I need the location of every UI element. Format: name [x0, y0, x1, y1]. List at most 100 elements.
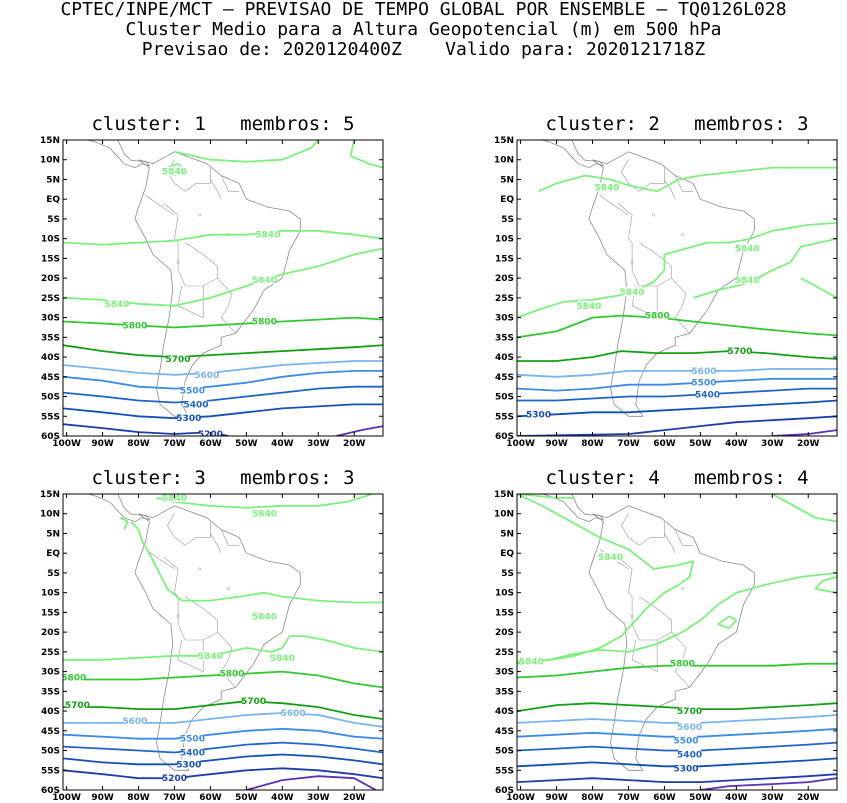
contour-label: 5700 [241, 697, 266, 707]
contour-label-bg [242, 696, 265, 706]
isohypse-5300 [517, 399, 837, 418]
lat-label: 45S [495, 727, 514, 737]
contour-label-bg [674, 763, 697, 773]
lat-label: 20S [495, 274, 514, 284]
contour-label: 5600 [281, 709, 306, 719]
isohypse-5200 [63, 767, 383, 780]
isohypse-5840 [174, 140, 319, 163]
lat-label: 10S [41, 589, 60, 599]
country-border [145, 549, 175, 570]
contour-label: 5700 [166, 355, 191, 365]
lake [652, 213, 656, 217]
lon-label: 30W [761, 439, 784, 449]
contour-label: 5800 [670, 660, 695, 670]
coastline-south-america [588, 151, 755, 417]
contour-label: 5300 [673, 764, 698, 774]
contour-label-bg [527, 409, 550, 419]
lat-label: 40S [41, 353, 60, 363]
isohypse-5100 [336, 425, 383, 436]
lake [198, 213, 202, 217]
lat-label: 15N [494, 490, 514, 500]
isohypse-5840 [349, 140, 383, 169]
lon-label: 30W [307, 439, 330, 449]
lat-label: 60S [495, 432, 514, 442]
contour-label: 5800 [252, 318, 277, 328]
isohypse-5100 [700, 777, 837, 790]
lat-label: 30S [41, 668, 60, 678]
lat-label: 50S [495, 747, 514, 757]
contour-label-bg [199, 650, 222, 660]
contour-label-bg [105, 298, 128, 308]
contour-label: 5840 [620, 288, 645, 298]
contour-label-bg [282, 708, 305, 718]
country-border [617, 202, 633, 243]
contour-label: 5800 [61, 674, 86, 684]
country-border [217, 277, 236, 334]
lat-label: 35S [41, 687, 60, 697]
contour-label-bg [123, 715, 146, 725]
lon-label: 60W [199, 793, 222, 803]
isohypse-5840 [63, 635, 383, 661]
contour-label: 5840 [252, 510, 277, 520]
lon-label: 80W [581, 793, 604, 803]
contour-label: 5700 [677, 707, 702, 717]
isohypse-5100 [246, 775, 377, 790]
country-border [631, 596, 672, 641]
lat-label: 30S [495, 668, 514, 678]
isohypse-5400 [63, 385, 383, 404]
contour-label-bg [678, 749, 701, 759]
contour-label: 5500 [673, 737, 698, 747]
coastline-south-america [134, 505, 301, 771]
contour-label: 5840 [735, 276, 760, 286]
contour-label-bg [167, 354, 190, 364]
contour-label-bg [520, 656, 543, 666]
header-line-3: Previsao de: 2020120400Z Valido para: 20… [141, 39, 706, 60]
contour-label: 5840 [255, 231, 280, 241]
country-border [674, 529, 694, 546]
lat-label: EQ [500, 549, 514, 559]
lat-label: 5N [500, 529, 514, 539]
lat-label: 55S [495, 412, 514, 422]
contour-label: 5840 [162, 494, 187, 504]
lat-label: 15S [41, 254, 60, 264]
country-border [163, 556, 179, 597]
lon-label: 70W [163, 439, 186, 449]
lat-label: 30S [41, 314, 60, 324]
lat-label: 5S [47, 569, 60, 579]
lon-label: 80W [127, 793, 150, 803]
contour-label: 5200 [162, 774, 187, 784]
contour-label-bg [621, 286, 644, 296]
lon-label: 100W [506, 793, 535, 803]
lake [226, 587, 230, 591]
lat-label: 25S [495, 294, 514, 304]
lat-label: 5N [46, 529, 60, 539]
contour-label: 5840 [252, 612, 277, 622]
lake [198, 567, 202, 571]
lat-label: 25S [495, 648, 514, 658]
contour-label-bg [692, 377, 715, 387]
lat-label: 10N [494, 510, 514, 520]
contour-label: 5840 [252, 276, 277, 286]
lon-label: 70W [163, 793, 186, 803]
isohypse-5600 [63, 712, 383, 728]
country-border [620, 513, 665, 546]
isohypse-5600 [517, 368, 837, 378]
isohypse-5840 [156, 494, 373, 509]
contour-label-bg [195, 369, 218, 379]
contour-label-bg [256, 229, 279, 239]
map-panel-cluster-2: 5840 5840 5840 5840 5840 5800 5700 5600 5500 5400… [494, 136, 838, 449]
contour-label: 5840 [270, 654, 295, 664]
lat-label: 35S [41, 333, 60, 343]
contour-label-bg [678, 721, 701, 731]
lat-label: 20S [41, 628, 60, 638]
contour-label-bg [63, 672, 85, 682]
isohypse-5500 [517, 377, 837, 392]
contour-label-bg [66, 700, 89, 710]
lat-label: 45S [41, 727, 60, 737]
country-border [166, 513, 211, 546]
map-frame [516, 493, 838, 791]
contour-label-bg [253, 508, 276, 518]
lat-label: 50S [41, 393, 60, 403]
isohypse-5840 [814, 576, 837, 594]
lat-label: 35S [495, 333, 514, 343]
